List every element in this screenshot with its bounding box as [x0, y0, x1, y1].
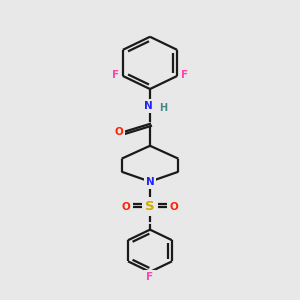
Text: F: F: [181, 70, 188, 80]
Text: N: N: [144, 101, 153, 111]
Text: S: S: [145, 200, 155, 213]
Text: O: O: [114, 127, 123, 137]
Text: H: H: [159, 103, 167, 113]
Text: O: O: [122, 202, 130, 212]
Text: F: F: [146, 272, 154, 282]
Text: F: F: [112, 70, 119, 80]
Text: O: O: [169, 202, 178, 212]
Text: N: N: [146, 177, 154, 187]
